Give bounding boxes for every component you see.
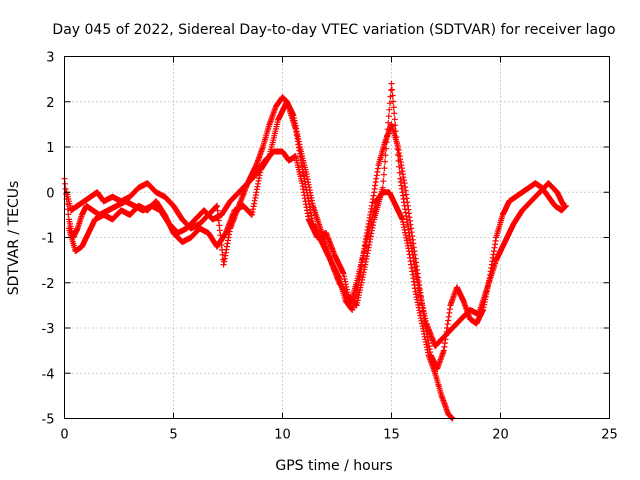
axis-ticks: 0 5 10 15 20 25 -5 -4 -3 -2 -1 0 1 2 3 — [42, 51, 618, 443]
y-axis-label: SDTVAR / TECUs — [6, 181, 22, 296]
y-tick-label: 1 — [46, 141, 54, 156]
x-tick-label: 20 — [492, 428, 509, 443]
y-tick-label: -3 — [42, 322, 55, 337]
series-track-3 — [65, 80, 567, 350]
y-tick-label: -1 — [42, 232, 55, 247]
x-tick-label: 10 — [274, 428, 291, 443]
grid-lines — [64, 56, 610, 419]
chart-title: Day 045 of 2022, Sidereal Day-to-day VTE… — [52, 22, 615, 38]
y-tick-label: -2 — [42, 277, 55, 292]
y-tick-label: -5 — [42, 413, 55, 428]
x-axis-label: GPS time / hours — [275, 458, 392, 474]
x-tick-label: 15 — [383, 428, 400, 443]
y-tick-label: 2 — [46, 96, 54, 111]
y-tick-label: 3 — [46, 51, 54, 66]
data-series — [61, 80, 569, 422]
x-tick-label: 25 — [601, 428, 618, 443]
y-tick-label: -4 — [42, 367, 55, 382]
series-marks — [65, 80, 567, 350]
x-tick-label: 0 — [60, 428, 68, 443]
x-tick-label: 5 — [169, 428, 177, 443]
y-tick-label: 0 — [46, 186, 54, 201]
